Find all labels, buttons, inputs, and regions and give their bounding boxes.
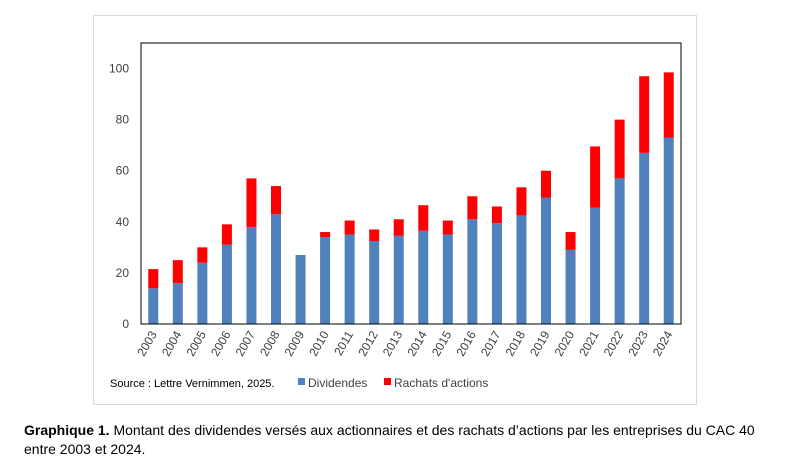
x-tick-label: 2019 [527,328,553,358]
x-tick-label: 2024 [650,328,676,358]
bar-rachats [590,146,601,208]
bar-dividendes [467,219,478,324]
chart: 0 20 40 60 80 100 2003 2004 2005 2006 2007 2008 200… [109,42,682,390]
bar-rachats [393,219,404,236]
caption-text: Montant des dividendes versés aux action… [24,422,755,457]
bar-dividendes [442,234,453,324]
legend: Dividendes Rachats d'actions [298,376,488,390]
bar-dividendes [491,223,502,324]
bar-dividendes [393,235,404,324]
bar-rachats [172,260,183,284]
bar-rachats [639,76,650,153]
bar-rachats [197,247,208,263]
x-tick-label: 2008 [257,328,283,358]
x-tick-label: 2017 [478,328,504,358]
x-tick-label: 2020 [552,328,578,358]
bar-dividendes [271,214,281,324]
bar-dividendes [639,152,650,324]
y-axis: 0 20 40 60 80 100 [109,62,129,331]
bar-rachats [614,119,625,179]
legend-label: Dividendes [308,376,367,390]
bar-rachats [246,178,257,227]
bars [148,72,674,324]
bar-rachats [418,205,429,231]
bar-rachats [467,196,478,220]
bar-dividendes [541,197,551,324]
legend-swatch [384,378,391,385]
source-note: Source : Lettre Vernimmen, 2025. [110,378,274,390]
x-tick-label: 2009 [282,328,308,358]
y-tick-label: 40 [116,215,130,229]
x-tick-label: 2023 [625,328,651,358]
x-tick-label: 2018 [503,328,529,358]
bar-dividendes [565,249,576,324]
bar-dividendes [197,262,208,324]
x-tick-label: 2006 [208,328,234,358]
caption-label: Graphique 1. [24,422,110,438]
bar-rachats [271,186,281,215]
y-tick-label: 100 [109,62,129,76]
chart-frame: 0 20 40 60 80 100 2003 2004 2005 2006 2007 2008 200… [93,15,697,405]
x-tick-label: 2015 [429,328,455,358]
bar-rachats [221,224,232,245]
y-tick-label: 60 [116,164,130,178]
bar-dividendes [614,178,625,324]
x-tick-label: 2012 [355,328,381,358]
bar-dividendes [172,283,183,324]
x-tick-label: 2007 [233,328,259,358]
x-tick-label: 2013 [380,328,406,358]
bar-dividendes [663,137,674,324]
bar-rachats [491,206,502,224]
x-tick-label: 2010 [306,328,332,358]
x-axis: 2003 2004 2005 2006 2007 2008 2009 2010 2011 2012… [134,328,675,358]
bar-dividendes [516,215,527,324]
bar-rachats [148,269,159,289]
bar-dividendes [590,207,601,324]
x-tick-label: 2022 [601,328,627,358]
x-tick-label: 2003 [134,328,160,358]
x-tick-label: 2016 [453,328,479,358]
x-tick-label: 2011 [331,328,356,358]
bar-rachats [369,229,380,241]
x-tick-label: 2021 [576,328,602,358]
y-tick-label: 0 [122,317,129,331]
bar-rachats [663,72,674,138]
y-tick-label: 20 [116,266,130,280]
bar-dividendes [221,244,232,324]
y-tick-label: 80 [116,113,130,127]
x-tick-label: 2014 [404,328,430,358]
bar-rachats [344,220,355,235]
bar-rachats [541,170,551,198]
bar-dividendes [344,234,355,324]
x-tick-label: 2004 [159,328,185,358]
plot-area-border [140,42,682,325]
legend-label: Rachats d'actions [394,376,488,390]
legend-swatch [298,378,305,385]
bar-rachats [516,187,527,216]
bar-dividendes [246,226,257,324]
bar-dividendes [369,240,380,324]
bar-rachats [565,232,576,250]
bar-dividendes [148,288,159,324]
figure-caption: Graphique 1. Montant des dividendes vers… [24,421,774,459]
bar-rachats [442,220,453,235]
bar-rachats [320,232,331,238]
bar-dividendes [295,255,306,324]
x-tick-label: 2005 [183,328,209,358]
bar-dividendes [418,230,429,324]
bar-dividendes [320,237,331,324]
